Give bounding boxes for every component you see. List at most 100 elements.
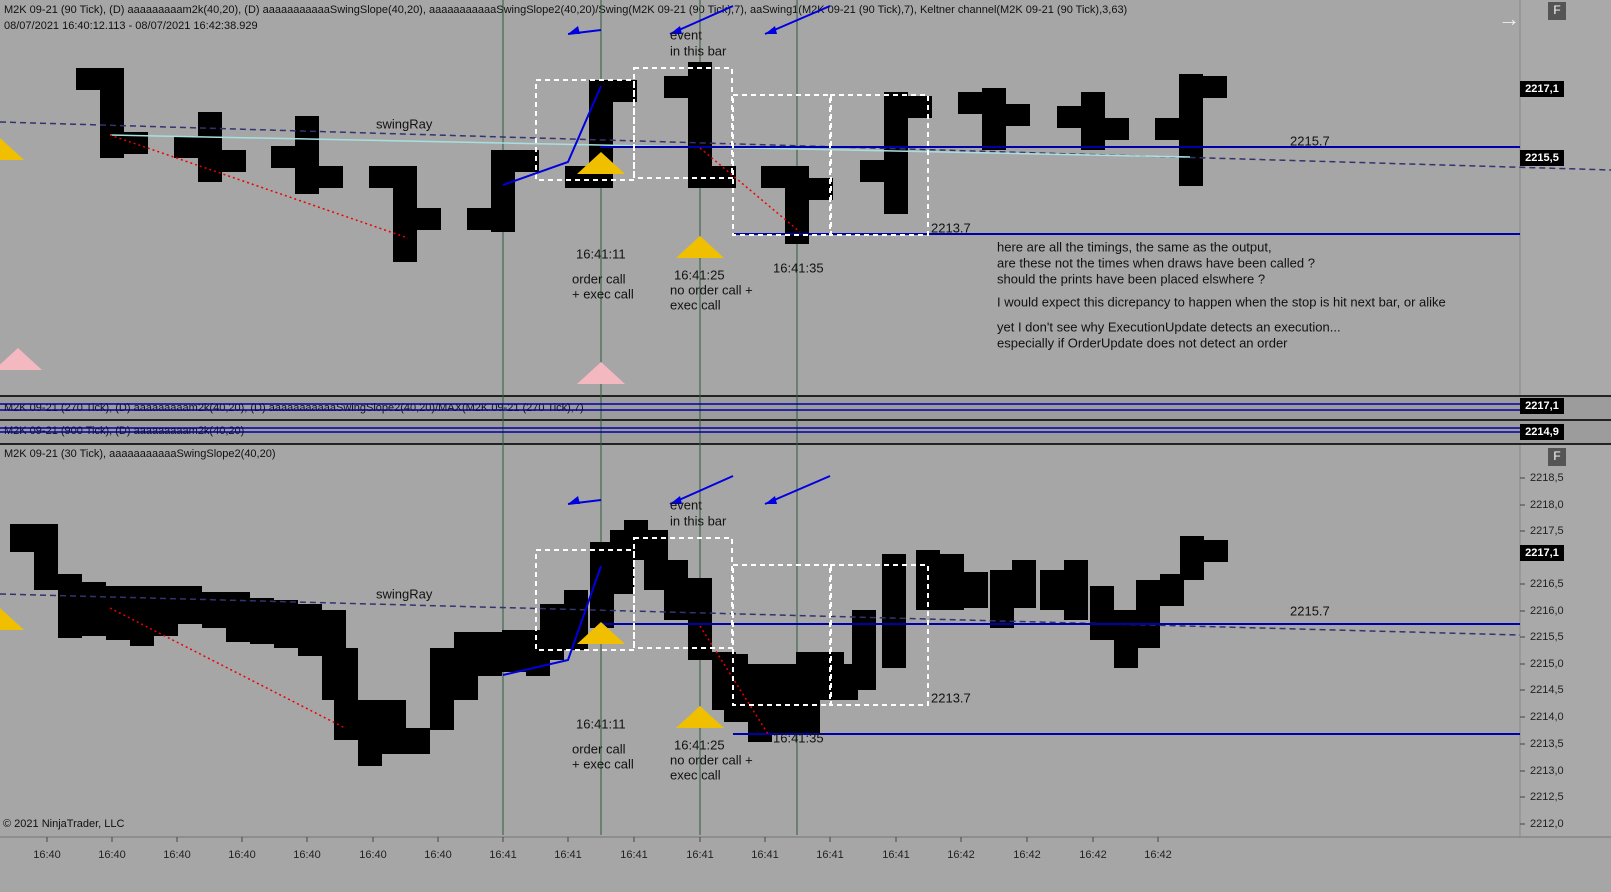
- price-flag: [1520, 150, 1564, 166]
- y-tick-label: 2213,5: [1530, 738, 1564, 750]
- annotation: 2215.7: [1290, 603, 1330, 618]
- price-flag: [1520, 424, 1564, 440]
- bar: [250, 598, 274, 644]
- stop-line: [699, 147, 801, 233]
- panel-button-label: F: [1553, 449, 1560, 463]
- bar: [295, 116, 319, 194]
- triangle: [0, 608, 24, 630]
- price-flag-label: 2214,9: [1525, 426, 1559, 438]
- arrow-head: [765, 496, 777, 504]
- copyright: © 2021 NinjaTrader, LLC: [3, 818, 124, 830]
- panel-header: M2K 09-21 (90 Tick), (D) aaaaaaaaam2k(40…: [4, 4, 1127, 16]
- highlight-box: [732, 564, 832, 706]
- stop-line: [699, 625, 769, 735]
- bar: [761, 166, 785, 188]
- bar: [1180, 536, 1204, 580]
- note: here are all the timings, the same as th…: [997, 239, 1272, 254]
- x-tick-label: 16:40: [98, 849, 126, 861]
- bar: [393, 166, 417, 262]
- bar: [1179, 74, 1203, 186]
- panel-button[interactable]: [1548, 2, 1566, 20]
- y-tick-label: 2218,0: [1530, 499, 1564, 511]
- bar: [319, 166, 343, 188]
- bar: [852, 610, 876, 690]
- x-tick-label: 16:41: [620, 849, 648, 861]
- panel-button[interactable]: [1548, 448, 1566, 466]
- arrow-head: [568, 26, 580, 34]
- x-tick-label: 16:41: [489, 849, 517, 861]
- annotation: 2213.7: [931, 220, 971, 235]
- bar: [958, 92, 982, 114]
- y-tick-label: 2216,0: [1530, 605, 1564, 617]
- bar: [106, 586, 130, 640]
- annotation: + exec call: [572, 286, 634, 301]
- bar: [940, 554, 964, 610]
- bar: [198, 112, 222, 182]
- y-tick-label: 2218,5: [1530, 472, 1564, 484]
- bar: [785, 166, 809, 244]
- bar: [809, 178, 833, 200]
- bar: [454, 632, 478, 700]
- swing-path: [502, 565, 602, 676]
- bar: [58, 574, 82, 638]
- triangle: [676, 706, 724, 728]
- x-tick-label: 16:40: [359, 849, 387, 861]
- y-tick-label: 2212,5: [1530, 791, 1564, 803]
- annotation: 16:41:25: [674, 737, 725, 752]
- bar: [130, 586, 154, 646]
- note: especially if OrderUpdate does not detec…: [997, 335, 1288, 350]
- highlight-box: [633, 67, 733, 179]
- annotation: event: [670, 27, 702, 42]
- bar: [491, 150, 515, 232]
- triangle: [577, 622, 625, 644]
- x-tick-label: 16:40: [33, 849, 61, 861]
- y-tick-label: 2213,0: [1530, 765, 1564, 777]
- annotation: order call: [572, 741, 626, 756]
- x-tick-label: 16:42: [947, 849, 975, 861]
- bar: [382, 700, 406, 754]
- price-flag: [1520, 545, 1564, 561]
- panel-button-label: F: [1553, 3, 1560, 17]
- bar: [1081, 92, 1105, 150]
- price-flag-label: 2217,1: [1525, 400, 1559, 412]
- bar: [467, 208, 491, 230]
- annotation: 16:41:35: [773, 730, 824, 745]
- annotation: swingRay: [376, 586, 433, 601]
- bar: [478, 632, 502, 676]
- bar: [100, 68, 124, 158]
- x-tick-label: 16:42: [1013, 849, 1041, 861]
- price-flag-label: 2217,1: [1525, 83, 1559, 95]
- bar: [124, 132, 148, 154]
- bar: [369, 166, 393, 188]
- y-tick-label: 2217,5: [1530, 525, 1564, 537]
- bar: [334, 648, 358, 740]
- bar: [222, 150, 246, 172]
- panel-header: M2K 09-21 (900 Tick), (D) aaaaaaaaam2k(4…: [4, 425, 244, 437]
- bar: [76, 68, 100, 90]
- annotation: in this bar: [670, 513, 727, 528]
- x-tick-label: 16:41: [882, 849, 910, 861]
- annotation: no order call +: [670, 282, 753, 297]
- bar: [884, 92, 908, 214]
- highlight-box: [633, 537, 733, 649]
- bar: [688, 62, 712, 188]
- bar: [274, 600, 298, 648]
- bar: [417, 208, 441, 230]
- annotation: event: [670, 497, 702, 512]
- bar: [748, 664, 772, 742]
- bar: [1203, 76, 1227, 98]
- bar: [772, 664, 796, 734]
- x-tick-label: 16:40: [424, 849, 452, 861]
- bar: [1136, 580, 1160, 648]
- annotation: no order call +: [670, 752, 753, 767]
- bar: [1057, 106, 1081, 128]
- bar: [990, 570, 1014, 628]
- collapse-arrow[interactable]: →: [1498, 6, 1520, 31]
- panel-header: M2K 09-21 (30 Tick), aaaaaaaaaaaSwingSlo…: [4, 448, 276, 460]
- x-tick-label: 16:41: [686, 849, 714, 861]
- x-tick-label: 16:41: [751, 849, 779, 861]
- note: yet I don't see why ExecutionUpdate dete…: [997, 319, 1341, 334]
- price-flag: [1520, 81, 1564, 97]
- y-tick-label: 2214,5: [1530, 684, 1564, 696]
- annotation: 2213.7: [931, 690, 971, 705]
